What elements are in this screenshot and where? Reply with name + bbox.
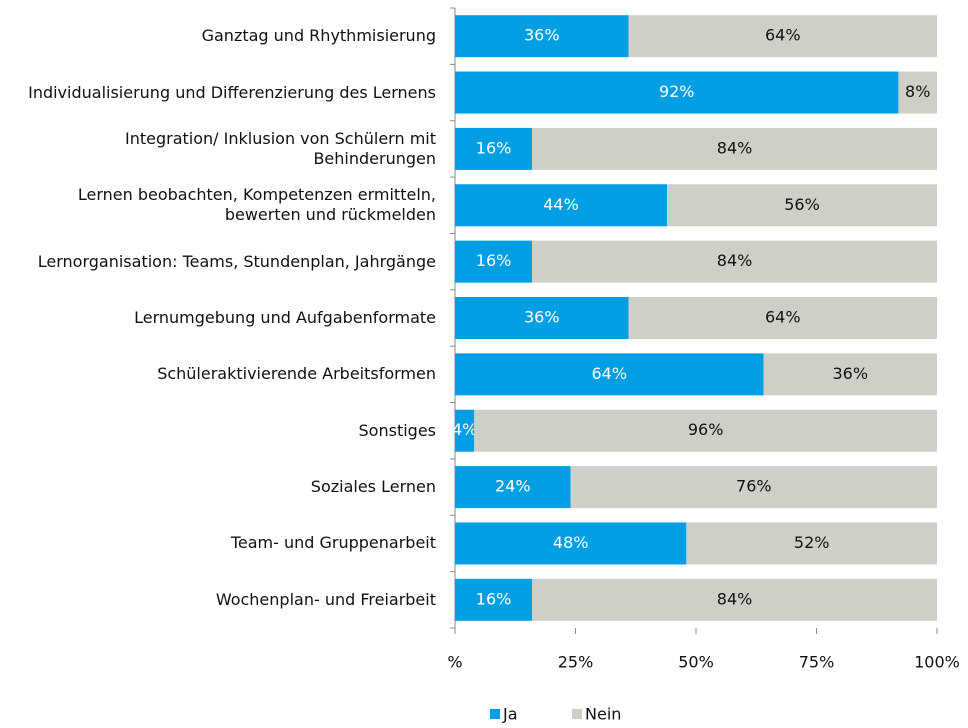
- value-label: 16%: [476, 138, 512, 157]
- bar-segment: [628, 297, 937, 339]
- legend-label: Nein: [585, 705, 621, 724]
- bar-segment: [455, 71, 899, 114]
- bar-segment: [455, 409, 475, 452]
- category-label: Team- und Gruppenarbeit: [230, 533, 436, 553]
- value-label: 96%: [688, 420, 724, 439]
- category-label: Wochenplan- und Freiarbeit: [215, 589, 436, 609]
- category-label: Sonstiges: [358, 420, 436, 440]
- x-tick-label: 25%: [558, 653, 594, 672]
- bar-segment: [532, 127, 937, 170]
- value-label: 16%: [476, 251, 512, 270]
- bar-segment: [455, 353, 764, 396]
- category-label: Schüleraktivierende Arbeitsformen: [157, 364, 436, 384]
- bar-segment: [455, 127, 533, 170]
- value-label: 44%: [543, 195, 579, 214]
- bar-segment: [898, 71, 937, 114]
- bar-segment: [455, 522, 687, 565]
- value-label: 36%: [524, 308, 560, 327]
- value-label: 64%: [765, 308, 801, 327]
- legend-label: Ja: [502, 705, 518, 724]
- bar-segment: [455, 578, 533, 621]
- bar-segment: [532, 240, 937, 283]
- category-label: Lernen beobachten, Kompetenzen ermitteln…: [77, 185, 436, 225]
- x-tick-label: 75%: [799, 653, 835, 672]
- category-label: Lernorganisation: Teams, Stundenplan, Ja…: [37, 251, 436, 271]
- bar-segment: [686, 522, 937, 565]
- value-label: 84%: [717, 251, 753, 270]
- value-label: 84%: [717, 589, 753, 608]
- bar-segment: [455, 297, 629, 339]
- value-label: 36%: [832, 364, 868, 383]
- bar-segment: [474, 409, 937, 452]
- value-label: 8%: [905, 82, 930, 101]
- bar-segment: [628, 15, 937, 58]
- category-label: Individualisierung und Differenzierung d…: [28, 82, 436, 102]
- value-label: 84%: [717, 138, 753, 157]
- legend-swatch: [490, 709, 500, 719]
- value-label: 24%: [495, 477, 531, 496]
- category-label: Integration/ Inklusion von Schülern mit …: [125, 128, 436, 168]
- value-label: 4%: [452, 420, 477, 439]
- bar-segment: [455, 15, 629, 58]
- legend-swatch: [572, 709, 582, 719]
- value-label: 92%: [659, 82, 695, 101]
- bar-segment: [455, 466, 571, 509]
- bar-segment: [570, 466, 937, 509]
- value-label: 56%: [784, 195, 820, 214]
- bar-segment: [455, 184, 668, 227]
- bar-segment: [455, 240, 533, 283]
- category-label: Soziales Lernen: [310, 477, 436, 497]
- value-label: 64%: [765, 26, 801, 45]
- category-label: Ganztag und Rhythmisierung: [201, 26, 436, 46]
- x-tick-label: 100%: [914, 653, 960, 672]
- value-label: 64%: [591, 364, 627, 383]
- value-label: 16%: [476, 589, 512, 608]
- value-label: 48%: [553, 533, 589, 552]
- bar-segment: [532, 578, 937, 621]
- value-label: 76%: [736, 477, 772, 496]
- x-tick-label: 50%: [678, 653, 714, 672]
- bar-segment: [763, 353, 937, 396]
- value-label: 36%: [524, 26, 560, 45]
- bar-segment: [667, 184, 937, 227]
- value-label: 52%: [794, 533, 830, 552]
- category-label: Lernumgebung und Aufgabenformate: [134, 307, 436, 327]
- x-tick-label: %: [447, 653, 462, 672]
